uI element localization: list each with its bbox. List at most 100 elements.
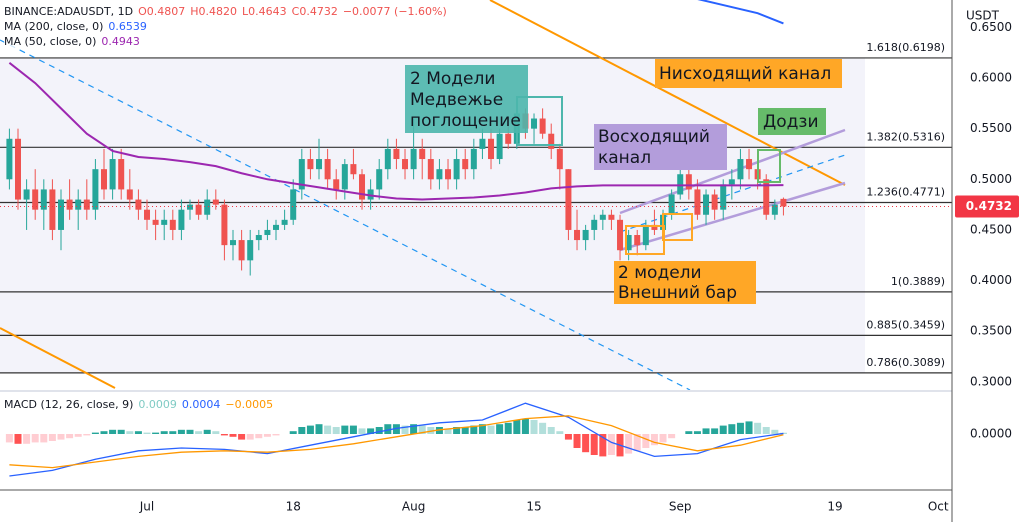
macd-histogram-bar bbox=[547, 427, 555, 434]
candle-body bbox=[427, 159, 434, 180]
macd-histogram-bar bbox=[160, 431, 168, 434]
candle-body bbox=[746, 159, 753, 170]
y-tick-label: 0.5500 bbox=[970, 121, 1012, 135]
last-price-box bbox=[955, 195, 1019, 218]
candle-body bbox=[531, 118, 538, 129]
candle-body bbox=[470, 148, 477, 170]
candle-body bbox=[316, 159, 323, 170]
macd-histogram-bar bbox=[427, 427, 435, 434]
macd-histogram-bar bbox=[625, 434, 633, 454]
annotation-box bbox=[655, 59, 842, 88]
ohlc-value: −0.0077 (−1.60%) bbox=[342, 5, 447, 18]
macd-histogram-bar bbox=[573, 434, 581, 448]
annotation-box bbox=[594, 124, 727, 170]
candle-body bbox=[126, 189, 133, 200]
ohlc-value: H0.4820 bbox=[190, 5, 238, 18]
macd-histogram-bar bbox=[306, 425, 314, 434]
annotation-text: 2 модели bbox=[618, 263, 702, 283]
channel-midline bbox=[619, 154, 846, 233]
trend-line bbox=[0, 39, 691, 391]
macd-histogram-bar bbox=[685, 431, 693, 434]
macd-histogram-bar bbox=[169, 431, 177, 434]
candle-body bbox=[410, 148, 417, 170]
candle-body bbox=[453, 159, 460, 180]
annotation-text: Медвежье bbox=[410, 90, 503, 110]
candle-body bbox=[273, 224, 280, 230]
x-tick-label: Aug bbox=[402, 500, 425, 514]
candle-body bbox=[436, 169, 443, 180]
macd-histogram-bar bbox=[418, 425, 426, 434]
fib-label: 1.382(0.5316) bbox=[866, 130, 945, 143]
candle-body bbox=[488, 138, 495, 160]
macd-histogram-bar bbox=[590, 434, 598, 455]
candle-body bbox=[135, 199, 142, 210]
macd-histogram-bar bbox=[349, 425, 357, 434]
annotation-box bbox=[758, 108, 826, 135]
candle-body bbox=[496, 133, 503, 160]
legend-value: 0.0004 bbox=[181, 398, 221, 411]
x-tick-label: 19 bbox=[827, 500, 842, 514]
candle-body bbox=[350, 164, 357, 175]
legend-row: MA (200, close, 0) 0.6539 bbox=[4, 19, 457, 34]
ascending-channel-line bbox=[619, 181, 846, 252]
candle-body bbox=[101, 169, 108, 190]
macd-histogram-bar bbox=[177, 429, 185, 434]
fib-label: 0.885(0.3459) bbox=[866, 318, 945, 331]
macd-histogram-bar bbox=[504, 422, 512, 434]
candle-body bbox=[720, 184, 727, 210]
candle-body bbox=[75, 199, 82, 210]
macd-histogram-bar bbox=[203, 429, 211, 434]
candle-body bbox=[324, 159, 331, 180]
macd-histogram-bar bbox=[762, 427, 770, 434]
macd-histogram-bar bbox=[220, 434, 228, 436]
legend-name: MA (50, close, 0) bbox=[4, 35, 97, 48]
annotation-box bbox=[614, 261, 756, 304]
macd-histogram-bar bbox=[719, 425, 727, 434]
candle-body bbox=[298, 159, 305, 190]
candle-body bbox=[238, 240, 245, 261]
candle-body bbox=[711, 194, 718, 210]
ohlc-value: O0.4807 bbox=[138, 5, 186, 18]
macd-histogram-bar bbox=[341, 425, 349, 434]
y-tick-label: 0.4500 bbox=[970, 222, 1012, 236]
macd-histogram-bar bbox=[272, 434, 280, 436]
candle-body bbox=[212, 199, 219, 205]
symbol: BINANCE:ADAUSDT, 1D bbox=[4, 5, 134, 18]
macd-histogram-bar bbox=[109, 429, 117, 434]
legend-value: 0.6539 bbox=[108, 20, 147, 33]
candle-body bbox=[66, 199, 73, 210]
candle-body bbox=[264, 229, 271, 236]
x-tick-label: Oct bbox=[928, 500, 949, 514]
candle-body bbox=[599, 214, 606, 220]
x-tick-label: Sep bbox=[669, 500, 692, 514]
macd-histogram-bar bbox=[289, 431, 297, 434]
candle-body bbox=[32, 189, 39, 210]
macd-histogram-bar bbox=[23, 434, 31, 444]
macd-histogram-bar bbox=[539, 422, 547, 434]
candle-body bbox=[591, 219, 598, 230]
macd-histogram-bar bbox=[470, 425, 478, 434]
candle-body bbox=[548, 133, 555, 149]
macd-histogram-bar bbox=[599, 434, 607, 457]
candle-body bbox=[384, 148, 391, 170]
macd-histogram-bar bbox=[152, 432, 160, 434]
macd-histogram-bar bbox=[650, 434, 658, 446]
ascending-channel-line bbox=[619, 128, 846, 215]
macd-histogram-bar bbox=[255, 434, 263, 439]
candle-body bbox=[402, 159, 409, 170]
candle-body bbox=[15, 138, 22, 200]
y-tick-label: 0.3000 bbox=[970, 374, 1012, 388]
annotation-text: Нисходящий канал bbox=[659, 64, 831, 84]
last-price-label: 0.4732 bbox=[966, 199, 1012, 213]
macd-histogram-bar bbox=[358, 428, 366, 434]
candle-body bbox=[582, 229, 589, 241]
macd-histogram-bar bbox=[57, 434, 65, 440]
candle-body bbox=[771, 204, 778, 215]
pattern-box bbox=[662, 213, 693, 241]
macd-histogram-bar bbox=[91, 432, 99, 434]
y-tick-label: 0.4000 bbox=[970, 273, 1012, 287]
candle-body bbox=[341, 164, 348, 190]
macd-histogram-bar bbox=[238, 434, 246, 440]
fib-label: 1.618(0.6198) bbox=[866, 41, 945, 54]
candle-body bbox=[247, 240, 254, 261]
